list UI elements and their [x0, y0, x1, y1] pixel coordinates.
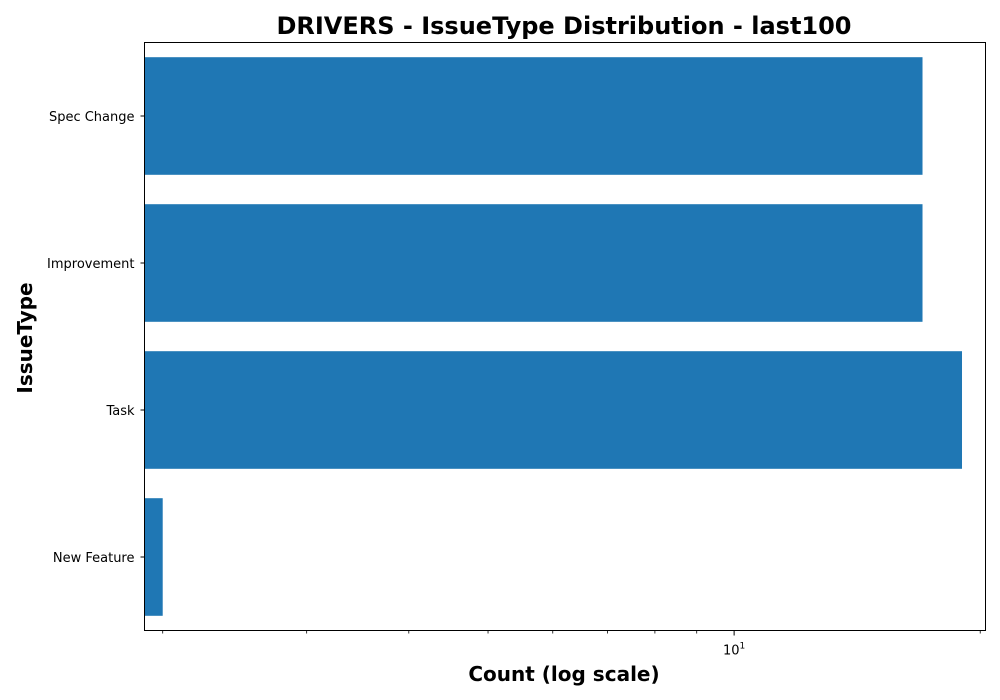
bar-spec-change: [144, 57, 923, 175]
bar-new-feature: [144, 498, 163, 616]
bar-improvement: [144, 204, 923, 322]
x-tick-base: 10: [723, 644, 740, 659]
chart-title: DRIVERS - IssueType Distribution - last1…: [276, 12, 851, 40]
x-axis-label: Count (log scale): [468, 662, 659, 686]
x-tick-label: 101: [723, 642, 745, 659]
y-axis-label: IssueType: [13, 282, 37, 393]
bar-task: [144, 351, 963, 469]
plot-frame: [144, 42, 986, 631]
y-tick-label: Improvement: [47, 257, 134, 272]
x-axis: 101: [162, 630, 981, 659]
bars-group: [144, 57, 963, 616]
y-tick-label: Spec Change: [49, 110, 135, 125]
y-axis: New Feature Task Improvement Spec Change: [47, 110, 145, 566]
y-tick-label: Task: [105, 404, 135, 419]
x-tick-exponent: 1: [740, 642, 746, 652]
y-tick-label: New Feature: [53, 551, 135, 566]
